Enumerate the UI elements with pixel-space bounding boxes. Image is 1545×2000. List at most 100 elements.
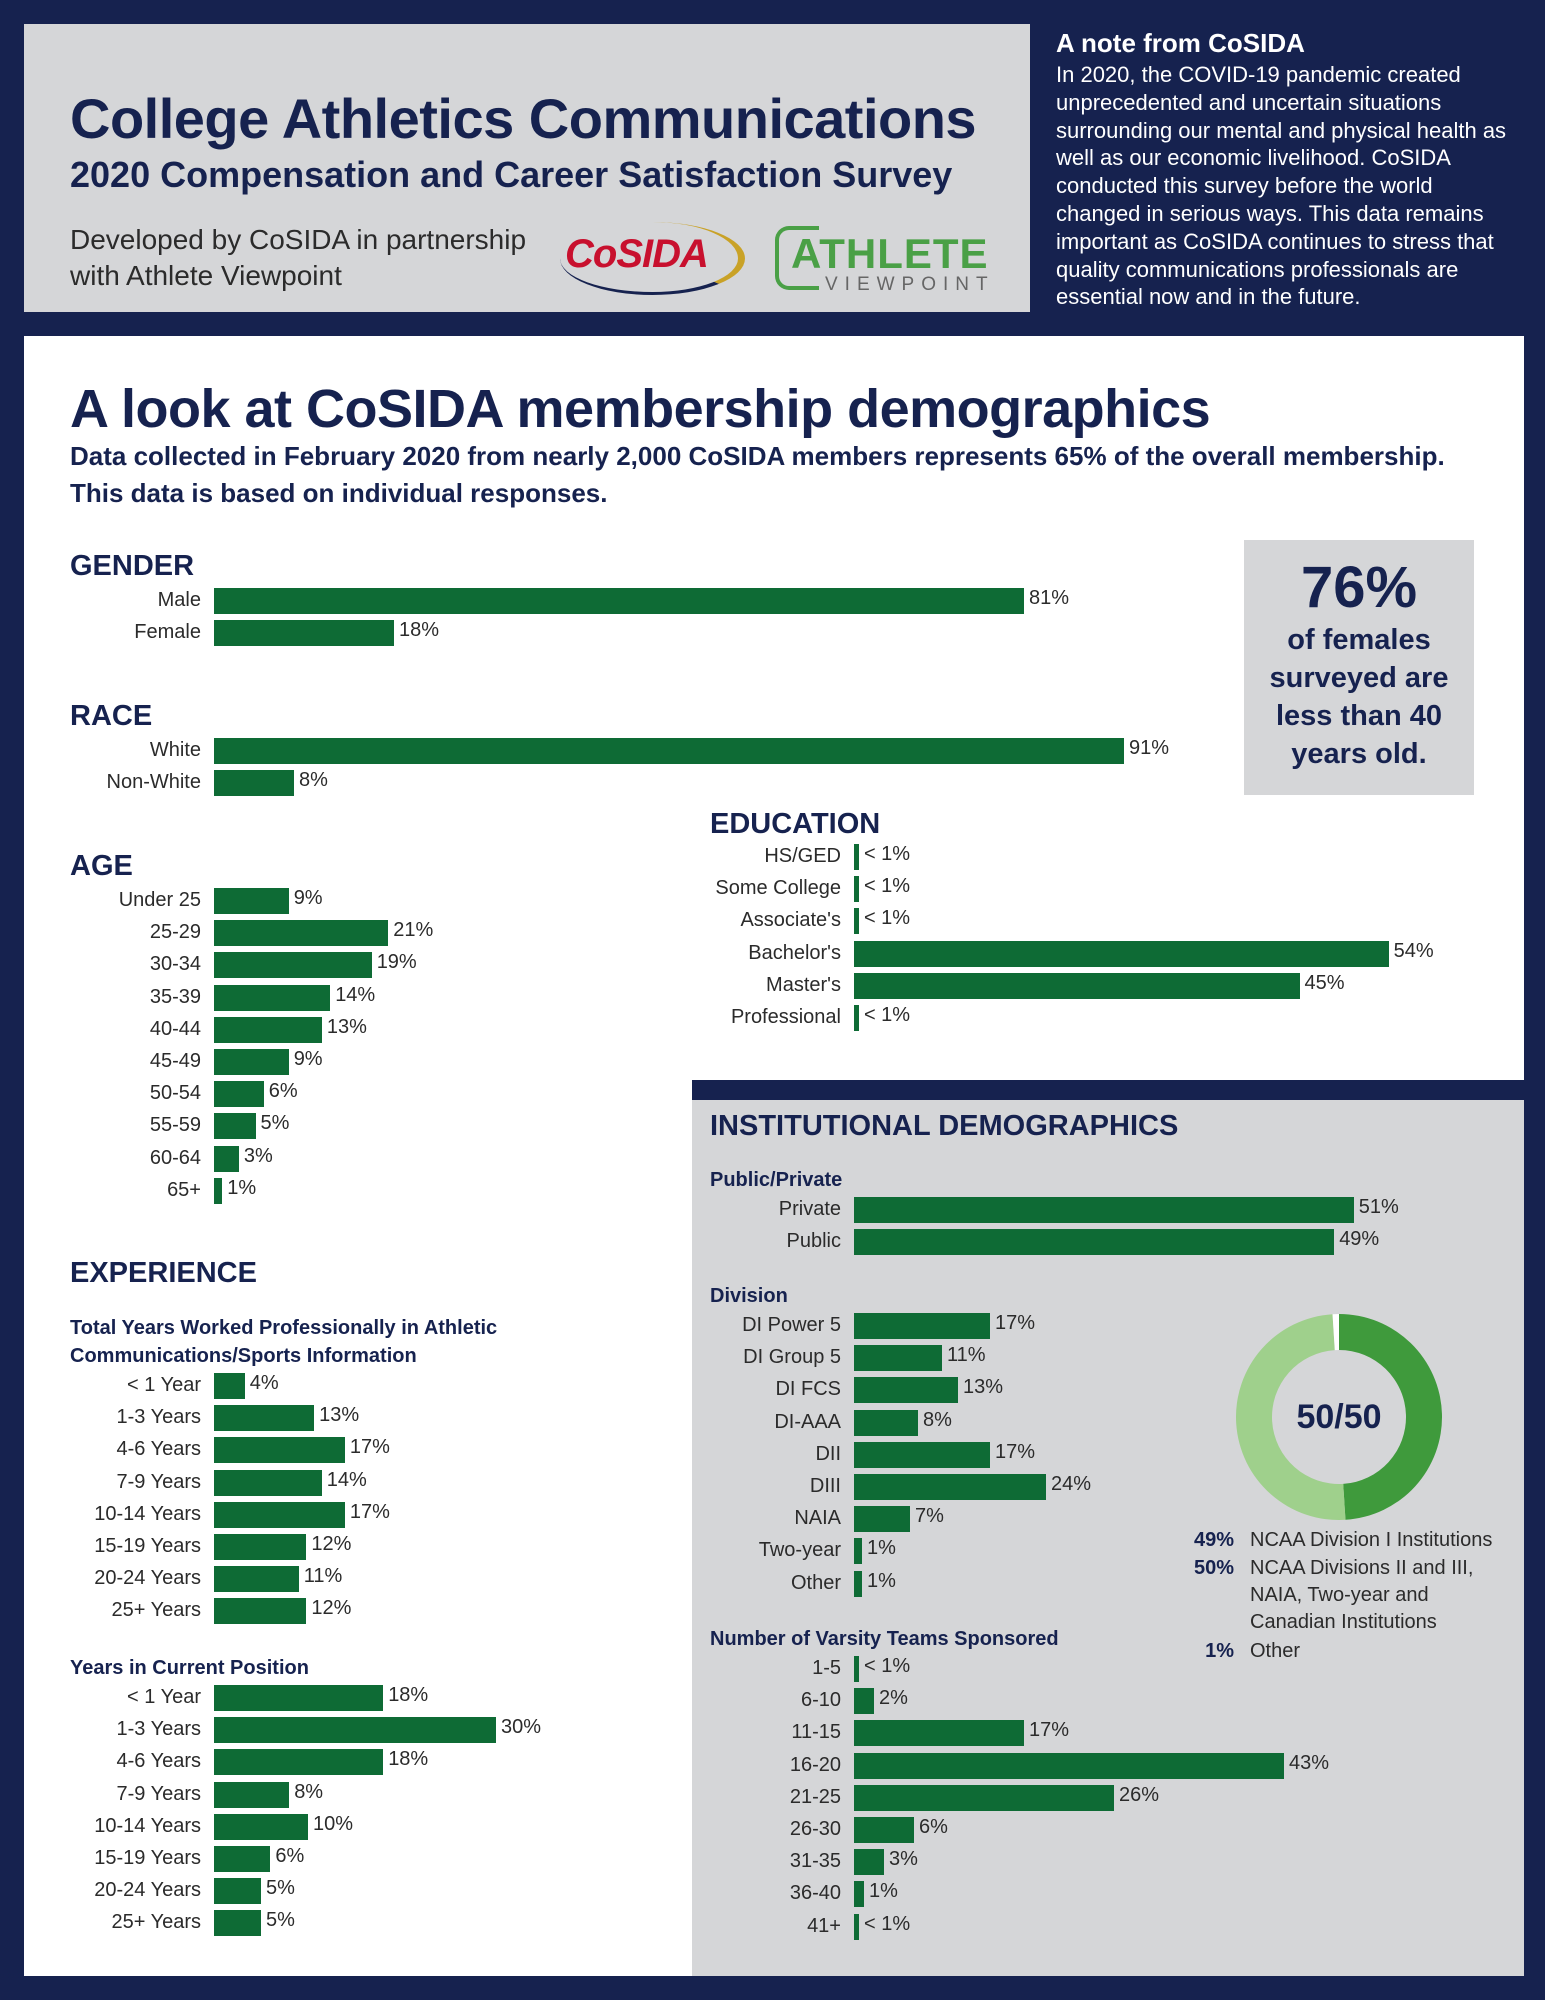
teams-value-label: < 1% <box>864 1655 911 1677</box>
teams-bar <box>854 1849 884 1876</box>
female-age-callout: 76% of females surveyed are less than 40… <box>1244 540 1474 795</box>
teams-bar <box>854 1656 859 1682</box>
donut-slice <box>1332 1314 1339 1351</box>
teams-value-label: < 1% <box>864 1912 911 1935</box>
note-block: A note from CoSIDA In 2020, the COVID-19… <box>1056 28 1521 311</box>
age-category-label: 45-49 <box>149 1050 201 1072</box>
age-bar <box>214 920 389 947</box>
experience-heading: EXPERIENCE <box>70 1257 257 1289</box>
age-category-label: 40-44 <box>149 1017 201 1040</box>
division-category-label: DI Power 5 <box>742 1314 841 1336</box>
division-category-label: DI-AAA <box>774 1410 841 1433</box>
exp-total-heading: Total Years Worked Professionally in Ath… <box>70 1317 498 1367</box>
exp_current-category-label: 7-9 Years <box>116 1782 201 1805</box>
main-subtitle: Data collected in February 2020 from nea… <box>70 441 1445 508</box>
race-bar <box>214 738 1124 764</box>
age-category-label: 35-39 <box>149 985 201 1008</box>
viewpoint-logo-text: VIEWPOINT <box>825 274 995 295</box>
education-bar <box>854 1005 859 1031</box>
age-category-label: 55-59 <box>149 1114 201 1137</box>
exp_total-value-label: 17% <box>349 1500 390 1523</box>
exp_total-category-label: < 1 Year <box>127 1374 201 1396</box>
division-category-label: Other <box>790 1571 841 1594</box>
education-category-label: Master's <box>766 973 841 996</box>
donut-center-label: 50/50 <box>1296 1398 1382 1436</box>
exp_current-bar <box>214 1846 271 1872</box>
public_private-category-label: Private <box>778 1198 841 1220</box>
teams-heading: Number of Varsity Teams Sponsored <box>710 1628 1059 1650</box>
exp_total-category-label: 1-3 Years <box>116 1406 201 1429</box>
division-value-label: 24% <box>1051 1473 1092 1495</box>
age-bar <box>214 1145 239 1172</box>
race-heading: RACE <box>70 700 153 732</box>
division-value-label: 13% <box>963 1376 1004 1399</box>
teams-value-label: 6% <box>919 1816 948 1838</box>
age-heading: AGE <box>70 850 133 882</box>
education-bar <box>854 876 859 903</box>
division-category-label: DII <box>815 1442 841 1465</box>
race-category-label: White <box>149 739 201 761</box>
exp-current-heading: Years in Current Position <box>70 1657 309 1679</box>
division-bar <box>854 1345 942 1372</box>
age-value-label: 1% <box>227 1176 257 1199</box>
exp_current-category-label: 15-19 Years <box>94 1847 201 1869</box>
division-heading: Division <box>710 1285 788 1307</box>
exp_current-category-label: 4-6 Years <box>116 1750 201 1773</box>
age-bar <box>214 952 372 979</box>
exp_current-category-label: 10-14 Years <box>94 1814 201 1837</box>
age-category-label: 60-64 <box>149 1146 201 1169</box>
age-value-label: 3% <box>243 1144 273 1167</box>
race-value-label: 91% <box>1129 737 1170 759</box>
age-bar <box>214 984 331 1011</box>
exp_total-bar <box>214 1534 307 1560</box>
exp_total-category-label: 25+ Years <box>111 1599 201 1622</box>
division-category-label: DI FCS <box>775 1378 841 1401</box>
division-category-label: NAIA <box>794 1507 841 1530</box>
teams-category-label: 26-30 <box>789 1818 841 1840</box>
legend-label-other: Other <box>1250 1640 1301 1662</box>
education-value-label: < 1% <box>863 1004 911 1026</box>
gender-value-label: 18% <box>399 619 440 641</box>
exp_total-bar <box>214 1501 345 1528</box>
exp_current-bar <box>214 1685 384 1711</box>
education-bar <box>854 940 1389 967</box>
education-category-label: Bachelor's <box>748 941 841 964</box>
teams-value-label: 2% <box>879 1687 908 1710</box>
division-value-label: 8% <box>923 1408 952 1431</box>
education-bar <box>854 972 1300 999</box>
age-category-label: 50-54 <box>149 1082 201 1105</box>
public_private-value-label: 51% <box>1358 1196 1399 1218</box>
age-category-label: 30-34 <box>149 953 201 976</box>
gender-category-label: Female <box>134 621 201 643</box>
education-value-label: < 1% <box>863 907 911 930</box>
exp_total-category-label: 20-24 Years <box>94 1567 201 1590</box>
exp_current-value-label: 5% <box>266 1877 295 1900</box>
exp_current-bar <box>214 1878 261 1905</box>
teams-bar <box>854 1817 914 1843</box>
age-bar <box>214 1016 322 1043</box>
cosida-swoosh-icon <box>560 222 745 295</box>
exp_total-bar <box>214 1405 315 1432</box>
legend-label-div1: NCAA Division I Institutions <box>1250 1529 1493 1551</box>
legend-value-other: 1% <box>1205 1640 1234 1662</box>
teams-value-label: 43% <box>1289 1751 1330 1774</box>
teams-value-label: 3% <box>889 1848 918 1871</box>
exp_current-value-label: 18% <box>388 1684 429 1706</box>
exp_total-value-label: 12% <box>311 1533 352 1555</box>
teams-category-label: 36-40 <box>789 1882 841 1905</box>
exp_current-value-label: 18% <box>388 1748 429 1771</box>
exp_current-category-label: 1-3 Years <box>116 1718 201 1741</box>
gender-value-label: 81% <box>1029 587 1070 609</box>
education-category-label: Associate's <box>740 909 841 932</box>
division-bar <box>854 1506 910 1533</box>
public_private-bar <box>854 1229 1335 1255</box>
division-bar <box>854 1474 1046 1500</box>
exp_total-category-label: 4-6 Years <box>116 1438 201 1461</box>
legend-value-div1: 49% <box>1193 1529 1234 1551</box>
age-category-label: Under 25 <box>118 889 201 911</box>
age-category-label: 65+ <box>167 1178 201 1201</box>
teams-value-label: 1% <box>869 1880 898 1903</box>
public_private-bar <box>854 1197 1354 1223</box>
exp_current-value-label: 5% <box>266 1909 295 1932</box>
speech-bubble-icon <box>775 226 819 290</box>
